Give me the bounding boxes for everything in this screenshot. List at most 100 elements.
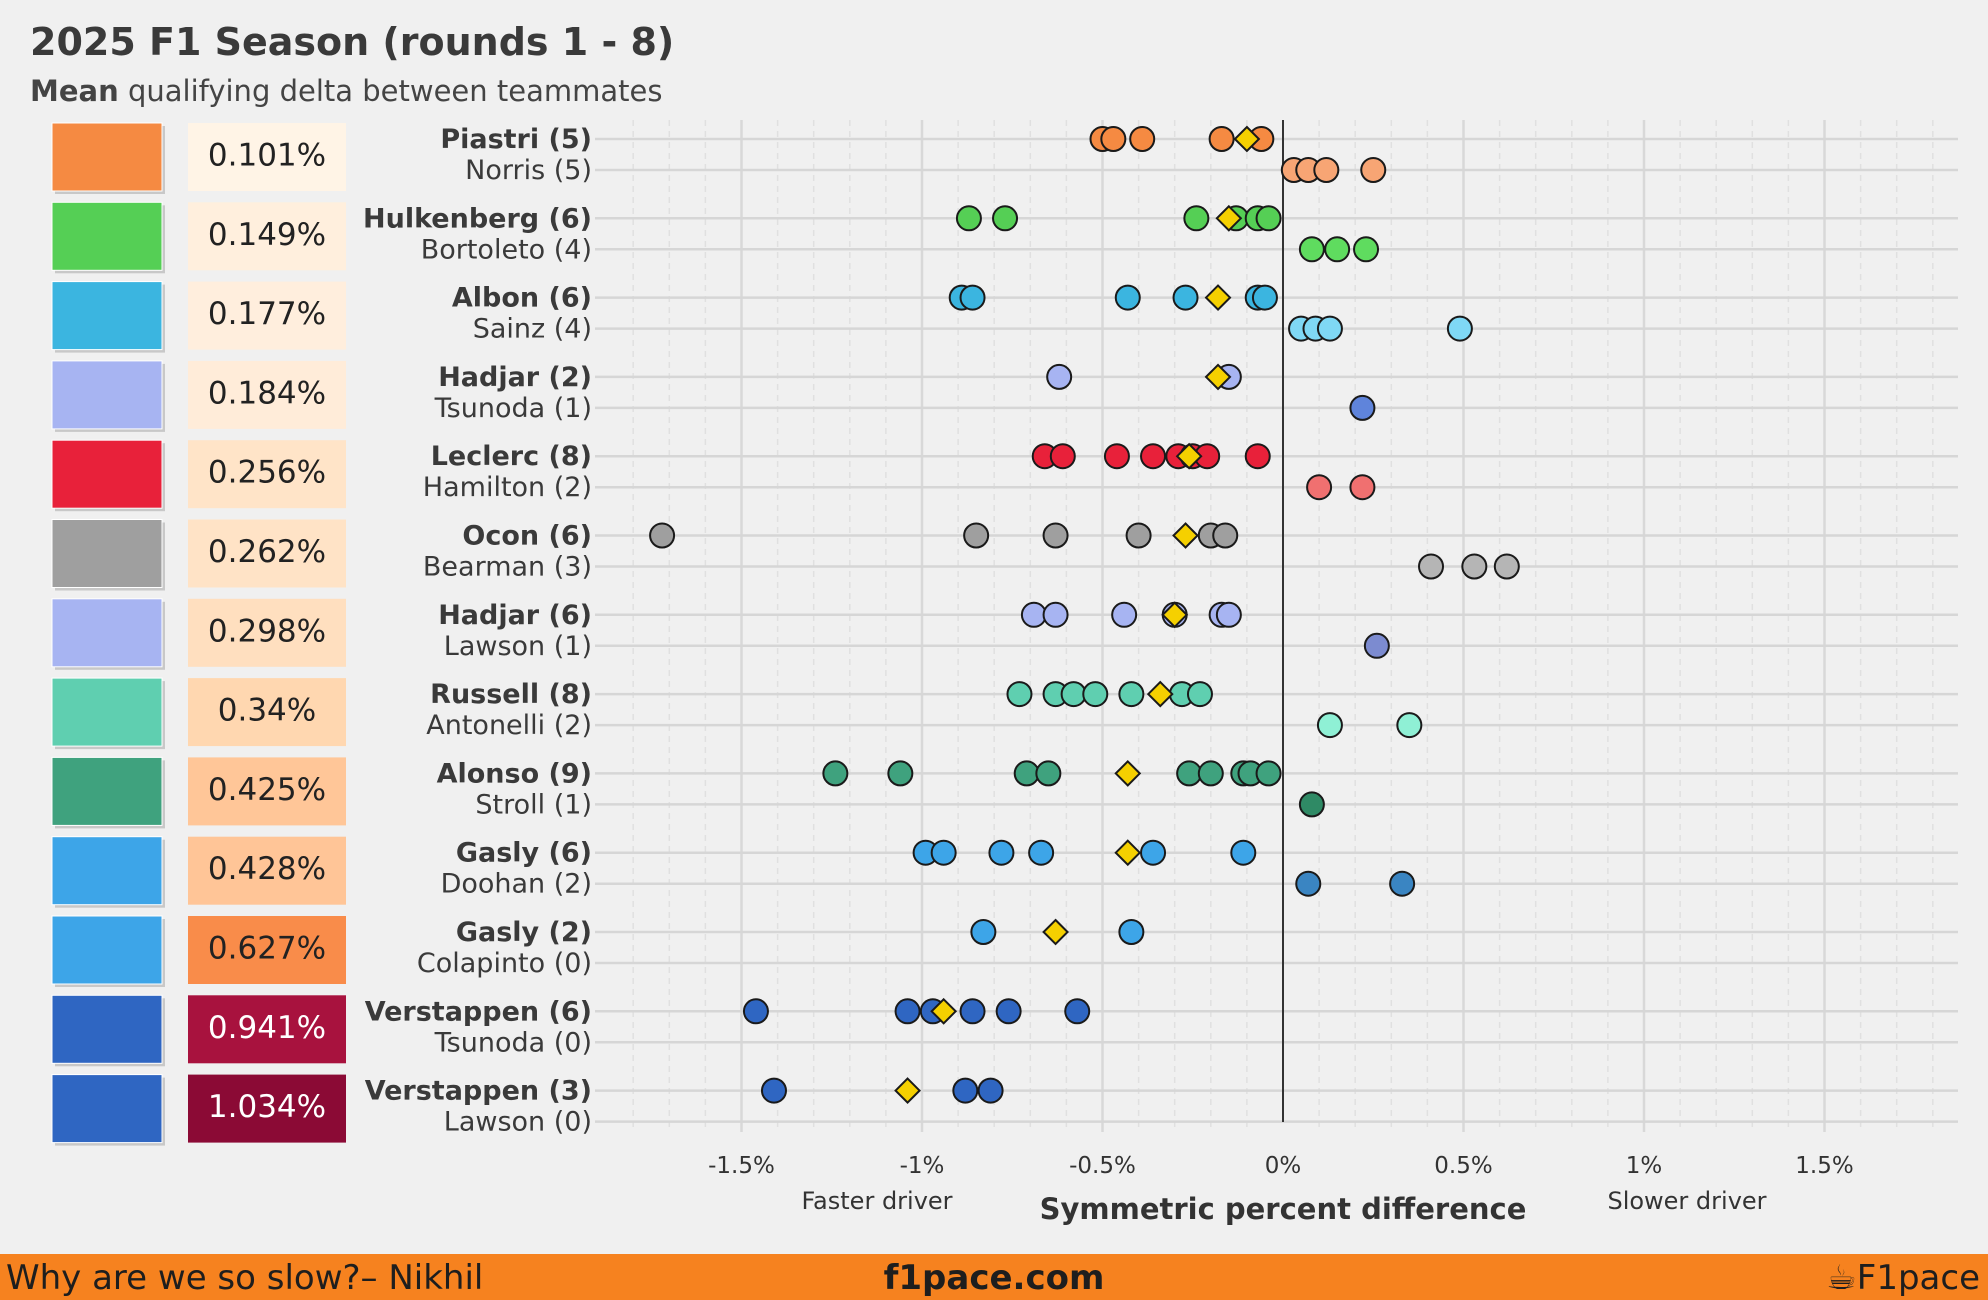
mean-delta-label: 0.34% [218,693,316,729]
driver1-label: Albon (6) [452,283,592,314]
mean-delta-label: 0.941% [208,1010,326,1046]
mean-delta-box [188,916,346,984]
driver1-point [1140,443,1167,470]
driver1-point [1028,839,1055,866]
driver1-label: Piastri (5) [440,124,592,155]
driver1-label: Verstappen (6) [365,996,592,1027]
driver1-point [1118,681,1145,708]
mean-marker [1114,759,1142,787]
driver1-point [1114,284,1141,311]
mean-marker [1175,442,1203,470]
mean-delta-box [188,360,346,429]
x-tick-label: 0% [1265,1153,1302,1179]
aston-martin-logo-icon [51,756,163,826]
driver1-point [887,760,914,787]
driver1-point [1244,443,1271,470]
driver1-point [1103,443,1130,470]
mean-marker [1114,839,1142,867]
mean-marker [1204,363,1232,391]
red-bull-logo-icon [51,1074,163,1144]
driver2-point [1316,712,1343,739]
driver1-point [995,998,1022,1025]
driver2-label: Stroll (1) [475,789,592,820]
driver1-point [1129,126,1156,152]
driver1-label: Alonso (9) [437,758,592,789]
mean-marker [1146,680,1174,708]
driver1-point [1035,760,1062,787]
x-annotation-left: Faster driver [801,1187,952,1215]
mean-delta-box [188,757,346,826]
mclaren-logo-icon [51,122,163,192]
driver1-point [1118,919,1145,945]
mean-marker [1172,522,1199,549]
mean-marker [1042,918,1069,946]
mean-delta-label: 0.177% [208,296,326,332]
driver2-point [1363,632,1390,659]
driver1-point [1013,760,1040,787]
mercedes-logo-icon [51,677,163,747]
haas-logo-icon [51,519,163,588]
x-annotation-right: Slower driver [1607,1187,1766,1215]
driver1-point [649,522,676,549]
mean-delta-box [188,202,346,271]
chart-subtitle: Mean qualifying delta between teammates [30,74,662,108]
x-axis-label: Symmetric percent difference [1040,1192,1527,1226]
driver1-point [1042,601,1069,628]
driver1-point [1255,760,1282,787]
driver2-point [1298,791,1325,818]
ferrari-logo-icon [51,439,163,509]
driver1-label: Gasly (2) [456,917,592,948]
driver1-point [970,919,997,945]
driver2-point [1446,315,1473,342]
footer-brand-text: F1pace [1856,1258,1980,1298]
driver1-point [1176,760,1203,787]
driver1-label: Hulkenberg (6) [363,203,592,234]
driver2-point [1298,236,1325,263]
driver2-label: Bearman (3) [423,552,592,583]
mean-marker [1215,204,1243,232]
alpine-logo-icon [51,836,163,906]
driver1-point [1020,601,1047,628]
driver1-point [894,998,921,1025]
driver2-point [1493,553,1520,580]
footer-site-link[interactable]: f1pace.com [883,1258,1105,1298]
mean-marker [1204,284,1232,312]
driver1-point [1100,126,1127,152]
driver1-label: Gasly (6) [456,838,592,869]
x-tick-label: -1.5% [708,1153,775,1179]
driver2-point [1349,394,1376,421]
driver1-point [963,522,990,549]
mean-delta-label: 1.034% [208,1089,326,1125]
driver1-label: Hadjar (6) [438,600,592,631]
mean-delta-label: 0.298% [208,613,326,649]
driver2-point [1306,474,1333,501]
subtitle-bold: Mean [30,74,119,108]
driver1-label: Ocon (6) [462,521,592,552]
driver1-point [822,760,849,787]
mean-delta-label: 0.149% [208,217,326,253]
driver2-label: Tsunoda (0) [434,1027,592,1058]
driver1-point [1046,363,1073,390]
williams-logo-icon [51,281,163,351]
driver1-point [742,998,769,1025]
subtitle-rest: qualifying delta between teammates [127,74,663,108]
racing-bulls-logo-icon [51,598,163,668]
chart-title: 2025 F1 Season (rounds 1 - 8) [30,20,675,64]
mean-delta-box [188,281,346,350]
driver1-point [1212,522,1239,549]
mean-delta-box [188,440,346,509]
x-tick-label: 1% [1626,1153,1663,1179]
mean-delta-label: 0.627% [208,931,326,967]
mean-delta-box [188,123,346,191]
driver2-point [1324,236,1351,263]
driver1-point [1215,601,1242,628]
mean-delta-box [188,598,346,667]
driver2-label: Sainz (4) [473,314,592,345]
driver2-label: Tsunoda (1) [434,393,592,424]
driver1-point [1042,522,1069,549]
driver1-point [1140,839,1167,866]
driver1-point [1006,681,1033,708]
mean-delta-label: 0.428% [208,851,326,887]
mean-marker [894,1077,921,1105]
